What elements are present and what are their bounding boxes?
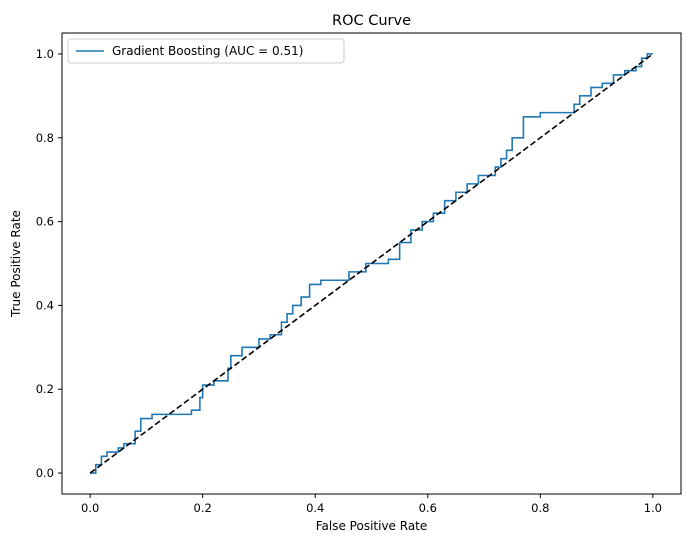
y-tick-label: 0.0	[36, 466, 54, 480]
y-tick-label: 0.4	[36, 298, 54, 312]
legend-entry-label: Gradient Boosting (AUC = 0.51)	[112, 44, 303, 58]
series-layer	[89, 53, 654, 474]
x-tick-label: 0.6	[419, 501, 437, 515]
y-axis: 0.0 0.2 0.4 0.6 0.8 1.0	[36, 47, 62, 480]
x-tick-label: 0.4	[306, 501, 324, 515]
x-axis-label: False Positive Rate	[316, 519, 428, 533]
y-tick-label: 0.8	[36, 131, 54, 145]
y-tick-label: 1.0	[36, 47, 54, 61]
y-tick-label: 0.6	[36, 215, 54, 229]
legend-box	[67, 38, 345, 64]
y-tick-label: 0.2	[36, 382, 54, 396]
y-axis-label: True Positive Rate	[9, 210, 23, 318]
x-tick-label: 0.8	[531, 501, 549, 515]
x-axis: 0.0 0.2 0.4 0.6 0.8 1.0	[81, 494, 662, 515]
x-tick-label: 1.0	[644, 501, 662, 515]
x-tick-label: 0.0	[81, 501, 99, 515]
chart-title: ROC Curve	[332, 13, 411, 29]
legend: Gradient Boosting (AUC = 0.51)	[67, 38, 345, 64]
x-tick-label: 0.2	[194, 501, 212, 515]
